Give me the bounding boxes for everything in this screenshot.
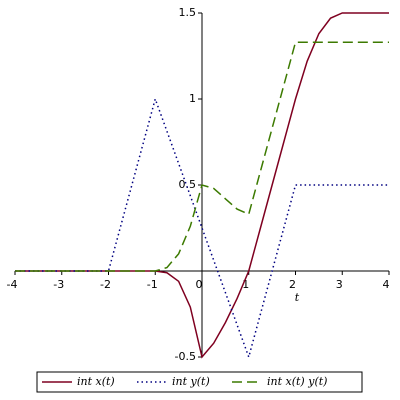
x-tick-label: -1 bbox=[147, 278, 158, 291]
y-tick-label: 1.5 bbox=[179, 6, 197, 19]
legend-label: int y(t) bbox=[172, 375, 210, 388]
x-tick-label: -2 bbox=[100, 278, 111, 291]
x-tick-label: -4 bbox=[7, 278, 18, 291]
x-tick-label: 4 bbox=[383, 278, 390, 291]
y-tick-label: -0.5 bbox=[175, 350, 196, 363]
y-tick-label: 1 bbox=[189, 92, 196, 105]
legend-label: int x(t) bbox=[77, 375, 115, 388]
x-tick-label: 3 bbox=[336, 278, 343, 291]
x-tick-label: 1 bbox=[242, 278, 249, 291]
x-tick-label: 2 bbox=[289, 278, 296, 291]
legend-label: int x(t) y(t) bbox=[267, 375, 327, 388]
x-axis-label: t bbox=[295, 291, 300, 304]
y-tick-label: 0.5 bbox=[179, 178, 197, 191]
x-tick-label: -3 bbox=[53, 278, 64, 291]
series-line bbox=[15, 41, 389, 272]
x-tick-label: 0 bbox=[196, 278, 203, 291]
legend-box bbox=[36, 371, 363, 393]
